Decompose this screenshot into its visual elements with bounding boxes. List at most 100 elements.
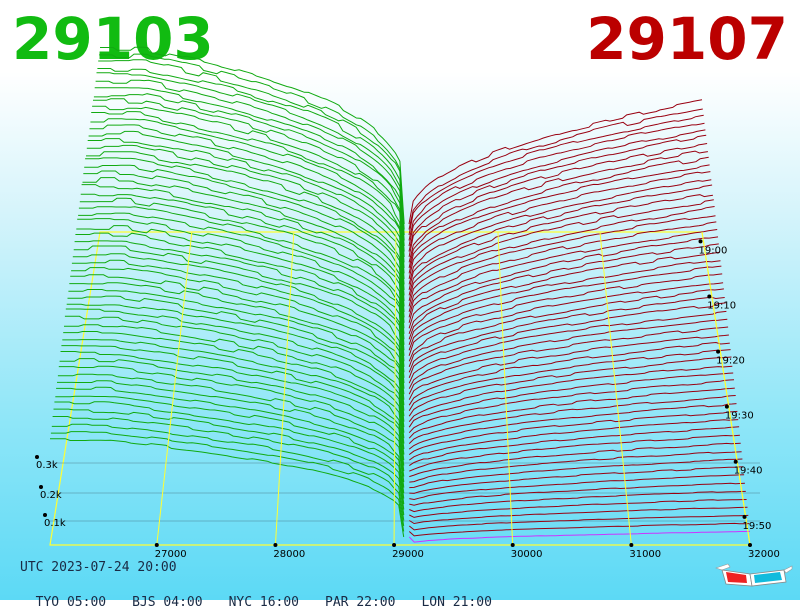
3d-glasses-icon[interactable] — [714, 560, 794, 590]
x-gridline — [497, 231, 514, 546]
ask-depth-line — [409, 451, 742, 483]
ask-depth-line — [408, 236, 719, 329]
chart-axes: 27000 28000 29000 30000 31000 32000 19:00 19:10… — [35, 231, 780, 560]
bid-depth-line — [81, 184, 405, 340]
y-tick-marker — [716, 349, 721, 354]
bid-depth-line — [69, 282, 405, 417]
ask-depth-line — [409, 506, 748, 525]
ask-depth-line — [408, 349, 731, 411]
ask-depth-line — [409, 466, 744, 494]
bid-depth-line — [79, 197, 405, 351]
ask-depth-line — [409, 434, 740, 472]
x-tick-marker — [154, 543, 159, 547]
bid-depth-line — [62, 339, 405, 461]
ask-depth-line — [408, 410, 738, 456]
ask-depth-line — [408, 387, 735, 439]
ask-depth-line — [408, 403, 737, 450]
ask-depth-line — [408, 302, 726, 378]
z-tick-marker — [35, 455, 39, 459]
bid-depth-line — [83, 170, 405, 329]
ask-depth-line — [408, 134, 707, 252]
bid-depth-line — [67, 295, 405, 428]
ask-depth-line — [408, 199, 714, 302]
utc-timestamp: UTC 2023-07-24 20:00 — [20, 560, 177, 575]
x-gridline — [599, 231, 632, 546]
bid-depth-line — [59, 358, 405, 477]
bid-depth-line — [78, 206, 405, 356]
ask-depth-line — [408, 379, 735, 434]
ask-depth-line — [408, 296, 725, 373]
bid-depth-line — [86, 151, 405, 312]
bid-depth-line — [56, 386, 405, 499]
ask-depth-line — [408, 156, 709, 269]
ask-depth-line — [408, 334, 729, 400]
ask-price: 29107 — [586, 5, 788, 73]
bid-depth-line — [57, 373, 405, 488]
ask-depth-line — [408, 108, 703, 230]
bid-depth-line — [98, 59, 405, 236]
ask-depth-line — [409, 474, 745, 501]
ask-depth-line — [409, 458, 743, 489]
x-tick-label: 27000 — [155, 549, 187, 560]
y-tick-marker — [733, 459, 738, 464]
y-tick-label: 19:30 — [725, 411, 754, 422]
bid-depth-line — [64, 324, 405, 450]
timezone-nyc: NYC 16:00 — [228, 595, 300, 610]
ask-depth-line — [408, 260, 721, 345]
ask-depth-line — [408, 150, 708, 263]
y-tick-marker — [707, 294, 712, 299]
ask-depth-line — [408, 122, 705, 241]
bid-depth-line — [97, 68, 405, 241]
bid-depth-line — [72, 253, 405, 395]
ask-depth-line — [408, 251, 720, 340]
bid-depth-line — [64, 315, 405, 444]
bid-depth-line — [66, 303, 405, 433]
ask-depth-line — [408, 243, 719, 334]
ask-depth-line — [409, 482, 745, 506]
ask-depth-line — [408, 530, 751, 543]
bid-depth-line — [82, 177, 405, 334]
ask-depth-line — [408, 215, 716, 313]
bid-depth-line — [61, 345, 405, 466]
bid-depth-line — [65, 308, 405, 439]
ask-depth-line — [409, 490, 746, 513]
bid-depth-line — [73, 245, 405, 389]
x-tick-marker — [392, 543, 397, 547]
ask-depth-line — [408, 164, 710, 274]
x-gridline — [393, 231, 397, 546]
z-tick-label: 0.2k — [40, 490, 62, 501]
bid-depth-line — [77, 218, 405, 367]
bid-depth-line — [57, 380, 405, 494]
z-tick-label: 0.3k — [36, 460, 58, 471]
ask-depth-line — [408, 395, 736, 444]
ask-depth-line — [408, 288, 724, 367]
timezone-lon: LON 21:00 — [421, 595, 492, 610]
bid-depth-line — [52, 416, 405, 521]
x-tick-label: 29000 — [392, 549, 424, 560]
x-tick-marker — [748, 543, 752, 547]
y-tick-marker — [724, 404, 729, 409]
bid-depth-line — [71, 267, 405, 406]
y-tick-label: 19:10 — [707, 300, 736, 311]
y-tick-label: 19:20 — [716, 356, 745, 367]
bid-depth-line — [78, 212, 405, 362]
bid-depth-line — [86, 144, 405, 307]
y-tick-label: 19:50 — [743, 521, 772, 532]
bid-depth-line — [71, 259, 405, 400]
bid-depth-line — [91, 111, 405, 279]
x-tick-label: 30000 — [511, 549, 543, 560]
bid-depth-line — [95, 79, 405, 252]
ask-depth-line — [408, 318, 728, 389]
ask-depth-line — [408, 372, 734, 428]
z-tick-marker — [43, 513, 47, 517]
bid-depth-line — [74, 240, 405, 384]
ask-depth-line — [408, 129, 706, 247]
bid-depth-line — [51, 423, 405, 527]
x-gridline — [274, 231, 295, 546]
ask-depth-line — [408, 184, 713, 291]
bid-depth-line — [89, 124, 405, 290]
x-gridline — [701, 231, 751, 546]
ask-depth-line — [409, 426, 740, 467]
ask-depth-line — [408, 99, 703, 225]
